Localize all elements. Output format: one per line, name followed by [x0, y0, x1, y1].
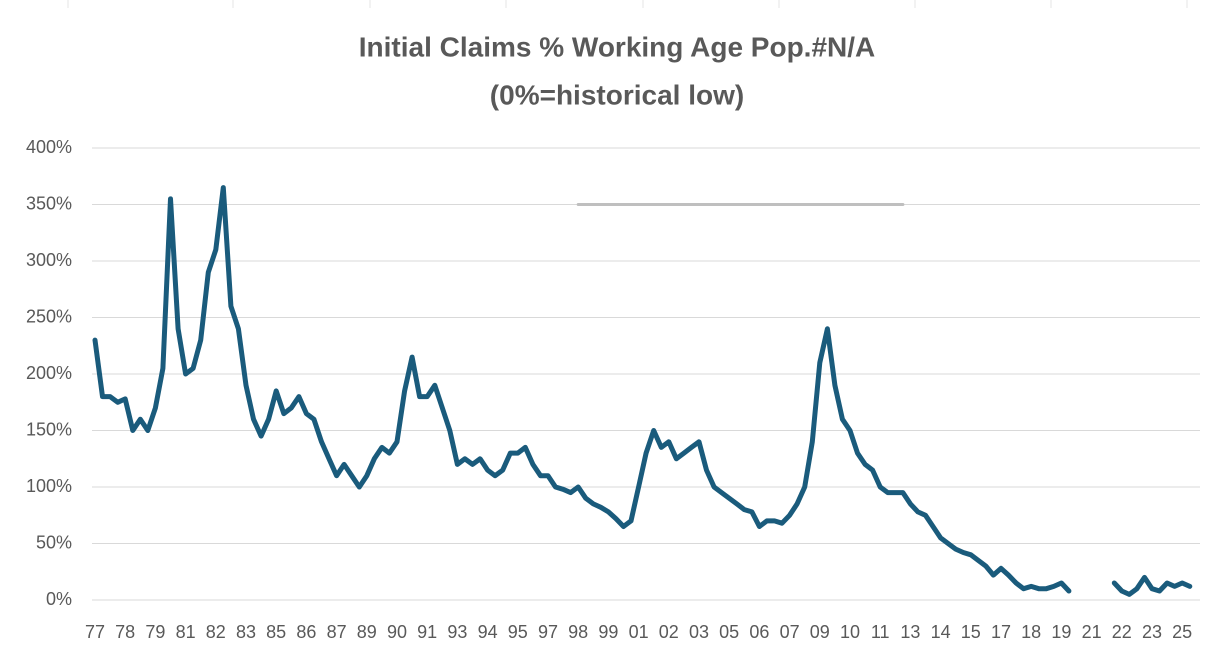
y-tick-label: 350% [26, 193, 72, 213]
data-line [92, 185, 1072, 594]
x-tick-label: 93 [447, 622, 467, 642]
y-tick-label: 0% [46, 589, 72, 609]
x-tick-label: 99 [598, 622, 618, 642]
x-tick-label: 25 [1172, 622, 1192, 642]
x-tick-label: 02 [659, 622, 679, 642]
sheet-cells [67, 0, 1188, 8]
y-tick-label: 50% [36, 532, 72, 552]
data-line [1111, 574, 1193, 597]
y-tick-label: 150% [26, 419, 72, 439]
x-tick-label: 81 [176, 622, 196, 642]
x-tick-label: 85 [266, 622, 286, 642]
x-tick-label: 91 [417, 622, 437, 642]
chart-subtitle: (0%=historical low) [490, 79, 744, 110]
x-tick-label: 98 [568, 622, 588, 642]
x-tick-label: 90 [387, 622, 407, 642]
y-tick-label: 400% [26, 137, 72, 157]
x-tick-label: 06 [749, 622, 769, 642]
x-tick-label: 79 [145, 622, 165, 642]
x-tick-label: 82 [206, 622, 226, 642]
x-tick-label: 97 [538, 622, 558, 642]
x-tick-label: 13 [900, 622, 920, 642]
x-tick-label: 83 [236, 622, 256, 642]
x-tick-label: 10 [840, 622, 860, 642]
x-tick-label: 87 [327, 622, 347, 642]
x-tick-label: 09 [810, 622, 830, 642]
y-tick-label: 100% [26, 476, 72, 496]
x-tick-label: 19 [1051, 622, 1071, 642]
x-tick-label: 78 [115, 622, 135, 642]
y-tick-label: 200% [26, 363, 72, 383]
x-tick-label: 77 [85, 622, 105, 642]
x-tick-label: 03 [689, 622, 709, 642]
x-tick-label: 17 [991, 622, 1011, 642]
x-tick-label: 89 [357, 622, 377, 642]
x-tick-label: 95 [508, 622, 528, 642]
x-tick-label: 11 [871, 622, 890, 642]
y-tick-label: 300% [26, 250, 72, 270]
x-tick-label: 01 [629, 622, 649, 642]
x-tick-label: 94 [478, 622, 498, 642]
x-tick-label: 14 [931, 622, 951, 642]
x-tick-label: 21 [1082, 622, 1102, 642]
x-tick-label: 22 [1112, 622, 1132, 642]
x-tick-label: 05 [719, 622, 739, 642]
x-tick-label: 18 [1021, 622, 1041, 642]
x-tick-label: 07 [780, 622, 800, 642]
x-tick-label: 23 [1142, 622, 1162, 642]
x-tick-label: 86 [296, 622, 316, 642]
chart-title: Initial Claims % Working Age Pop.#N/A [359, 31, 876, 62]
x-tick-label: 15 [961, 622, 981, 642]
y-tick-label: 250% [26, 306, 72, 326]
